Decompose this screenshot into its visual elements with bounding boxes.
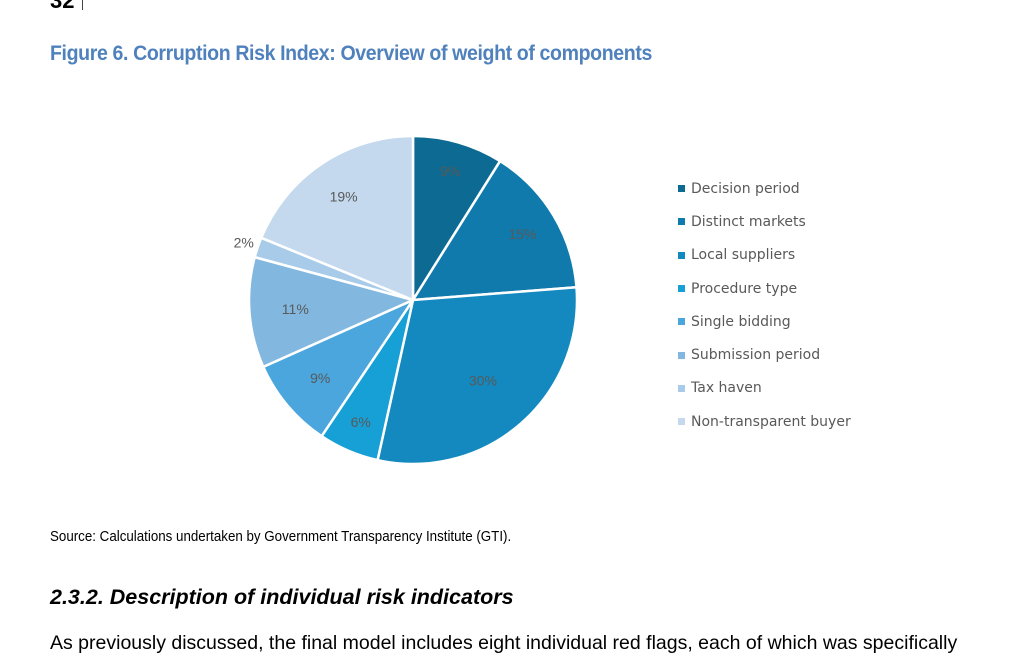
pie-slice-local-suppliers xyxy=(376,286,579,466)
data-label-single-bidding: 9% xyxy=(310,370,330,386)
page-number-divider xyxy=(82,0,83,10)
pie-data-labels: 9% 15% 30% 6% 9% 11% 2% 19% xyxy=(234,163,537,430)
pie-slice-non-transparent-buyer xyxy=(259,134,415,302)
pie-slices xyxy=(247,134,579,466)
legend-item-decision-period: Decision period xyxy=(678,172,938,205)
legend-label: Procedure type xyxy=(691,280,798,297)
legend-label: Tax haven xyxy=(691,380,762,397)
section-heading: 2.3.2. Description of individual risk in… xyxy=(50,585,514,609)
pie-slice-decision-period xyxy=(411,134,502,302)
legend-swatch xyxy=(678,185,685,193)
legend-item-tax-haven: Tax haven xyxy=(678,372,938,405)
legend-item-local-suppliers: Local suppliers xyxy=(678,239,938,272)
legend-swatch xyxy=(678,285,685,293)
figure-title: Figure 6. Corruption Risk Index: Overvie… xyxy=(50,42,652,65)
data-label-distinct-markets: 15% xyxy=(508,226,536,242)
legend-swatch xyxy=(678,218,685,226)
data-label-tax-haven: 2% xyxy=(234,235,254,251)
legend-item-single-bidding: Single bidding xyxy=(678,305,938,338)
page-number: 32 xyxy=(50,0,75,13)
legend-label: Local suppliers xyxy=(691,247,796,264)
data-label-submission-period: 11% xyxy=(282,301,309,317)
legend-label: Submission period xyxy=(691,347,821,364)
data-label-decision-period: 9% xyxy=(440,163,460,179)
figure-source: Source: Calculations undertaken by Gover… xyxy=(50,529,512,545)
legend-item-procedure-type: Procedure type xyxy=(678,272,938,305)
legend-label: Distinct markets xyxy=(691,213,806,230)
legend-swatch xyxy=(678,251,685,259)
legend-swatch xyxy=(678,318,685,326)
chart-legend: Decision period Distinct markets Local sup… xyxy=(678,172,938,438)
legend-swatch xyxy=(678,384,685,392)
legend-label: Non-transparent buyer xyxy=(691,413,851,430)
pie-chart: 9% 15% 30% 6% 9% 11% 2% 19% xyxy=(234,134,579,466)
pie-slice-distinct-markets xyxy=(411,159,578,302)
legend-label: Single bidding xyxy=(691,313,791,330)
pie-slice-single-bidding xyxy=(262,298,415,438)
legend-label: Decision period xyxy=(691,180,800,197)
legend-item-non-transparent-buyer: Non-transparent buyer xyxy=(678,405,938,438)
legend-swatch xyxy=(678,351,685,359)
data-label-non-transparent-buyer: 19% xyxy=(330,189,358,205)
data-label-procedure-type: 6% xyxy=(351,414,371,430)
body-paragraph: As previously discussed, the final model… xyxy=(50,632,958,654)
pie-slice-submission-period xyxy=(247,255,415,369)
data-label-local-suppliers: 30% xyxy=(469,373,497,389)
legend-item-submission-period: Submission period xyxy=(678,338,938,371)
legend-swatch xyxy=(678,418,685,426)
legend-item-distinct-markets: Distinct markets xyxy=(678,205,938,238)
